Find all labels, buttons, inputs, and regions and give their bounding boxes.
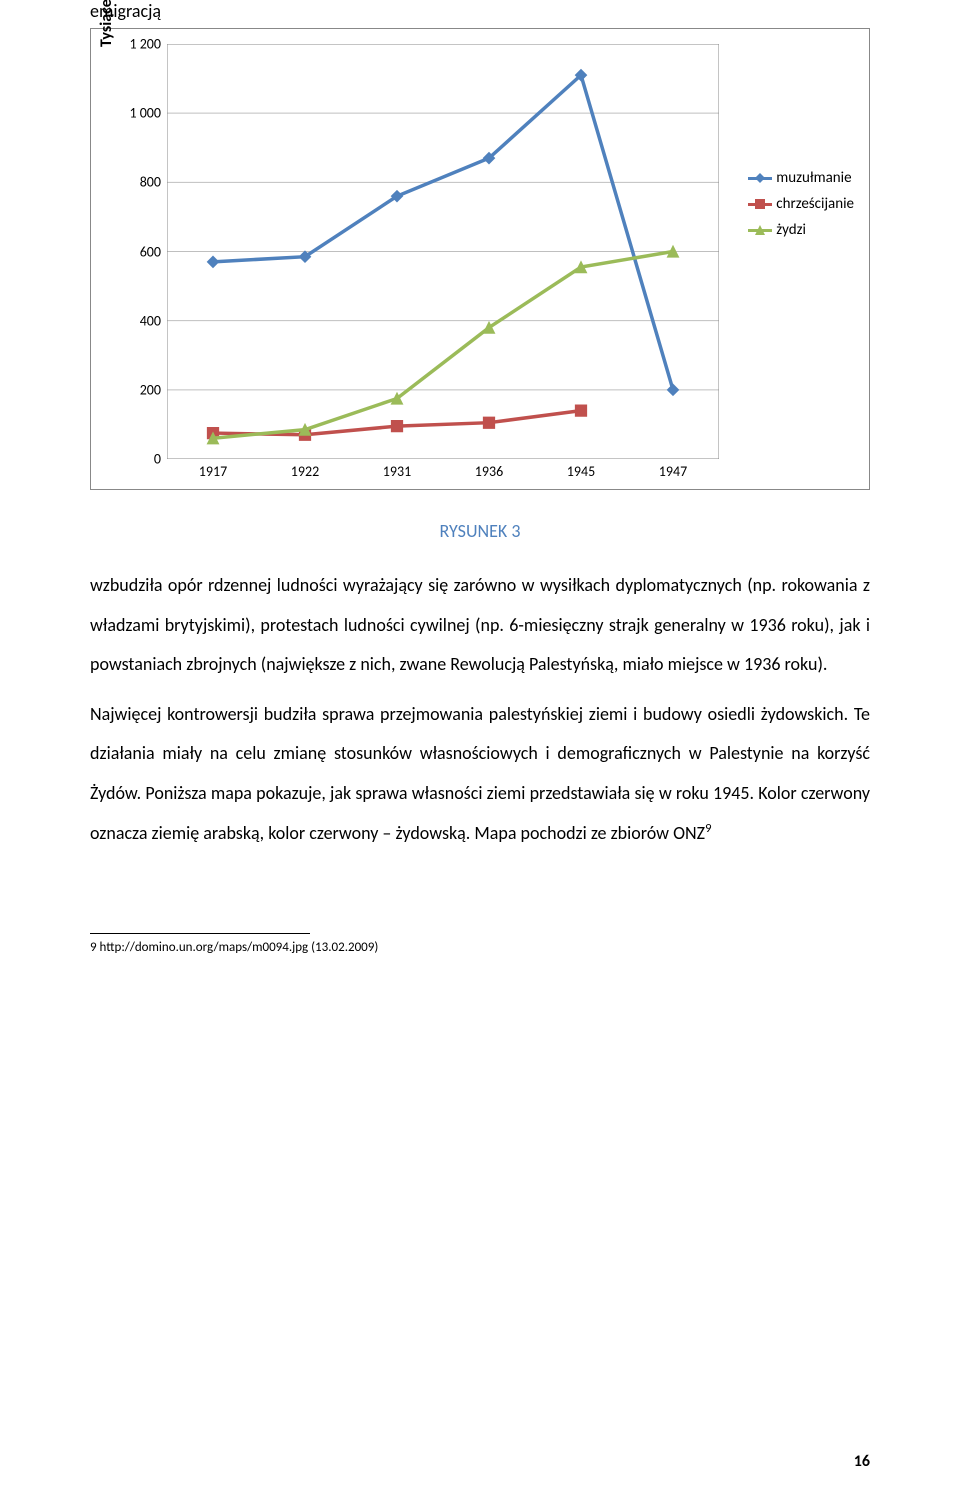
legend-item: żydzi — [748, 221, 854, 239]
footnote-separator — [90, 933, 310, 934]
y-tick-label: 1 200 — [129, 36, 161, 53]
heading: emigracją — [90, 0, 870, 22]
footnote: 9 http://domino.un.org/maps/m0094.jpg (1… — [90, 940, 870, 955]
y-axis-title: Tysiące — [97, 0, 116, 47]
x-tick-label: 1947 — [659, 463, 687, 480]
x-tick-label: 1936 — [475, 463, 503, 480]
y-tick-label: 800 — [140, 174, 161, 191]
x-tick-label: 1917 — [199, 463, 227, 480]
page-number: 16 — [854, 1452, 870, 1471]
legend-item: chrześcijanie — [748, 195, 854, 213]
chart-legend: muzułmanie chrześcijanie żydzi — [748, 169, 854, 247]
paragraph: wzbudziła opór rdzennej ludności wyrażaj… — [90, 566, 870, 685]
y-tick-label: 1 000 — [129, 105, 161, 122]
y-tick-label: 0 — [154, 451, 161, 468]
legend-label: chrześcijanie — [776, 195, 854, 213]
line-chart: Tysiące 02004006008001 0001 200191719221… — [90, 28, 870, 490]
y-tick-label: 400 — [140, 312, 161, 329]
figure-caption: RYSUNEK 3 — [90, 520, 870, 542]
plot-area: 02004006008001 0001 20019171922193119361… — [167, 44, 719, 459]
legend-label: żydzi — [776, 221, 806, 239]
x-tick-label: 1922 — [291, 463, 319, 480]
x-tick-label: 1945 — [567, 463, 595, 480]
y-tick-label: 600 — [140, 243, 161, 260]
superscript: 9 — [705, 821, 711, 836]
legend-label: muzułmanie — [776, 169, 851, 187]
y-tick-label: 200 — [140, 381, 161, 398]
x-tick-label: 1931 — [383, 463, 411, 480]
paragraph: Najwięcej kontrowersji budziła sprawa pr… — [90, 695, 870, 853]
legend-item: muzułmanie — [748, 169, 854, 187]
body-text: wzbudziła opór rdzennej ludności wyrażaj… — [90, 566, 870, 853]
